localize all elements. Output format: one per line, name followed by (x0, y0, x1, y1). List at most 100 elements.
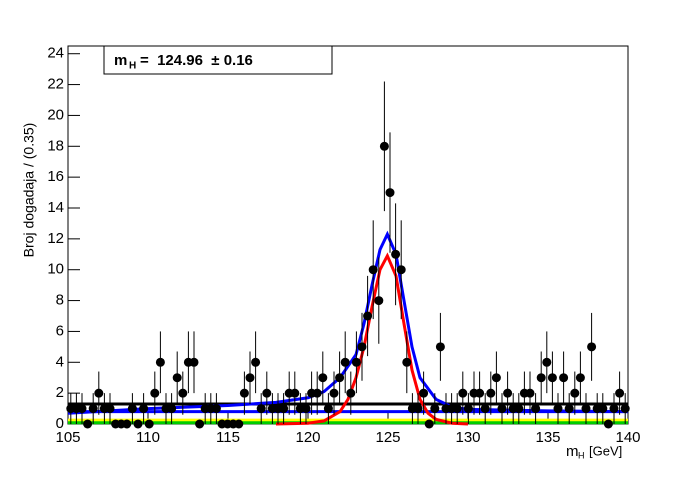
data-point (391, 249, 401, 259)
data-point (251, 357, 261, 367)
data-point (424, 419, 434, 429)
x-tick-label: 135 (535, 429, 560, 446)
y-label: Broj dogadaja / (0.35) (21, 123, 37, 258)
data-point (172, 373, 182, 383)
data-point (195, 419, 205, 429)
data-point (256, 404, 266, 414)
data-point (335, 373, 345, 383)
data-point (486, 388, 496, 398)
data-point (155, 357, 165, 367)
x-tick-label: 125 (375, 429, 400, 446)
data-point (279, 404, 289, 414)
data-point (363, 311, 373, 321)
data-point (620, 404, 630, 414)
annotation-box (103, 45, 333, 75)
data-point (83, 419, 93, 429)
data-point (491, 373, 501, 383)
data-point (239, 388, 249, 398)
data-point (402, 357, 412, 367)
data-point (385, 188, 395, 198)
x-label-symbol: m (566, 443, 579, 460)
data-point (150, 388, 160, 398)
annotation-subscript: H (129, 61, 136, 72)
data-point (245, 373, 255, 383)
data-point (609, 404, 619, 414)
y-tick-label: 0 (56, 415, 64, 432)
data-point (94, 388, 104, 398)
data-point (536, 373, 546, 383)
data-point (480, 404, 490, 414)
x-tick-label: 110 (136, 429, 160, 446)
x-tick-label: 105 (55, 429, 80, 446)
data-point (88, 404, 98, 414)
data-point (105, 404, 115, 414)
data-point (553, 404, 563, 414)
data-point (178, 388, 188, 398)
data-point (133, 419, 143, 429)
annotation-text: = 124.96 ± 0.16 (140, 52, 253, 69)
data-point (587, 342, 597, 352)
data-point (581, 404, 591, 414)
data-point (144, 419, 154, 429)
data-point (77, 404, 87, 414)
annotation-symbol: m (114, 52, 127, 69)
data-point (351, 357, 361, 367)
x-label-unit: [GeV] (589, 443, 622, 458)
data-point (575, 373, 585, 383)
data-point (379, 141, 389, 151)
data-point (139, 404, 149, 414)
data-point (340, 357, 350, 367)
data-point (603, 419, 613, 429)
data-point (127, 404, 137, 414)
data-point (458, 388, 468, 398)
data-point (419, 388, 429, 398)
data-point (564, 404, 574, 414)
x-label-subscript: H (578, 450, 585, 460)
data-point (396, 265, 406, 275)
x-tick-label: 140 (615, 429, 640, 446)
data-point (374, 296, 384, 306)
data-point (357, 342, 367, 352)
data-point (413, 404, 423, 414)
data-point (211, 404, 221, 414)
y-tick-label: 24 (47, 45, 64, 62)
y-tick-label: 22 (47, 76, 64, 93)
data-point (301, 404, 311, 414)
data-point (329, 388, 339, 398)
y-tick-label: 6 (56, 322, 64, 339)
data-point (452, 404, 462, 414)
data-point (122, 419, 132, 429)
data-point (514, 404, 524, 414)
data-point (463, 404, 473, 414)
data-point (346, 388, 356, 398)
data-point (368, 265, 378, 275)
data-point (430, 404, 440, 414)
y-tick-label: 4 (56, 353, 64, 370)
y-tick-label: 12 (47, 230, 64, 247)
y-tick-label: 10 (47, 261, 64, 278)
data-point (234, 419, 244, 429)
data-point (503, 388, 513, 398)
data-point (475, 388, 485, 398)
data-point (262, 388, 272, 398)
data-point (167, 404, 177, 414)
y-tick-label: 20 (47, 106, 64, 123)
data-point (290, 388, 300, 398)
data-point (570, 388, 580, 398)
y-tick-label: 18 (47, 137, 64, 154)
y-tick-label: 2 (56, 384, 64, 401)
y-tick-label: 8 (56, 292, 64, 309)
data-point (598, 404, 608, 414)
data-point (559, 373, 569, 383)
data-point (435, 342, 445, 352)
fit-curve (275, 252, 469, 426)
data-point (525, 388, 535, 398)
x-tick-label: 115 (216, 429, 240, 446)
data-point (497, 404, 507, 414)
data-point (615, 388, 625, 398)
data-point (531, 404, 541, 414)
data-point (547, 373, 557, 383)
y-tick-label: 16 (47, 168, 64, 185)
data-point (318, 373, 328, 383)
